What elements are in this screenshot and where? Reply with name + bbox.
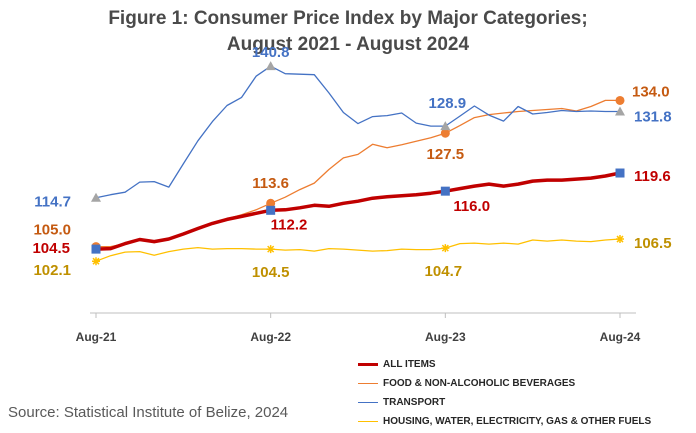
legend-label-food: FOOD & NON-ALCOHOLIC BEVERAGES bbox=[383, 378, 576, 389]
data-label: 116.0 bbox=[453, 198, 490, 215]
legend-label-transport: TRANSPORT bbox=[383, 397, 446, 408]
data-point-marker bbox=[91, 244, 101, 254]
legend-label-all-items: ALL ITEMS bbox=[383, 359, 436, 370]
data-label: 105.0 bbox=[33, 222, 71, 239]
data-point-marker bbox=[615, 95, 625, 105]
legend: ALL ITEMS FOOD & NON-ALCOHOLIC BEVERAGES… bbox=[358, 355, 651, 431]
chart-title-line-2: August 2021 - August 2024 bbox=[226, 34, 470, 55]
legend-swatch-transport bbox=[358, 402, 378, 403]
data-label: 127.5 bbox=[427, 146, 465, 163]
data-point-marker bbox=[265, 61, 276, 71]
data-point-marker bbox=[266, 205, 276, 215]
series-line bbox=[96, 99, 620, 248]
data-label: 104.5 bbox=[252, 264, 290, 281]
chart-title: Figure 1: Consumer Price Index by Major … bbox=[0, 6, 696, 58]
data-point-marker bbox=[440, 128, 450, 138]
legend-swatch-all-items bbox=[358, 363, 378, 366]
data-label: 128.9 bbox=[429, 95, 467, 112]
data-point-marker bbox=[91, 192, 101, 202]
data-label: 134.0 bbox=[632, 83, 670, 100]
series-line bbox=[95, 171, 621, 251]
data-point-marker bbox=[441, 244, 450, 253]
data-point-marker bbox=[266, 198, 276, 208]
data-label: 119.6 bbox=[634, 168, 671, 185]
data-label: 131.8 bbox=[634, 108, 672, 125]
data-label: 102.1 bbox=[33, 262, 71, 279]
legend-label-housing: HOUSING, WATER, ELECTRICITY, GAS & OTHER… bbox=[383, 416, 652, 427]
data-label: 104.7 bbox=[425, 263, 463, 280]
data-label: 112.2 bbox=[271, 216, 308, 233]
data-point-marker bbox=[266, 245, 275, 254]
data-point-marker bbox=[440, 121, 451, 131]
legend-swatch-food bbox=[358, 383, 378, 384]
legend-item-housing: HOUSING, WATER, ELECTRICITY, GAS & OTHER… bbox=[358, 412, 651, 431]
series-line bbox=[95, 238, 621, 262]
legend-swatch-housing bbox=[358, 421, 378, 422]
legend-item-all-items: ALL ITEMS bbox=[358, 355, 651, 374]
data-label: 106.5 bbox=[634, 235, 672, 252]
series-line bbox=[95, 65, 620, 199]
x-tick-label: Aug-22 bbox=[250, 330, 291, 344]
source-note: Source: Statistical Institute of Belize,… bbox=[8, 404, 289, 421]
legend-item-food: FOOD & NON-ALCOHOLIC BEVERAGES bbox=[358, 374, 651, 393]
x-tick-label: Aug-23 bbox=[425, 330, 466, 344]
data-label: 113.6 bbox=[252, 175, 289, 192]
data-label: 114.7 bbox=[34, 194, 71, 211]
data-label: 104.5 bbox=[32, 240, 70, 257]
data-point-marker bbox=[615, 106, 625, 116]
data-point-marker bbox=[616, 235, 624, 244]
chart-title-line-1: Figure 1: Consumer Price Index by Major … bbox=[108, 8, 588, 29]
data-label: 140.8 bbox=[252, 44, 290, 61]
data-point-marker bbox=[92, 257, 100, 266]
data-point-marker bbox=[615, 168, 625, 178]
legend-item-transport: TRANSPORT bbox=[358, 393, 651, 412]
x-tick-label: Aug-21 bbox=[76, 330, 117, 344]
x-tick-label: Aug-24 bbox=[600, 330, 641, 344]
data-point-marker bbox=[440, 186, 450, 196]
